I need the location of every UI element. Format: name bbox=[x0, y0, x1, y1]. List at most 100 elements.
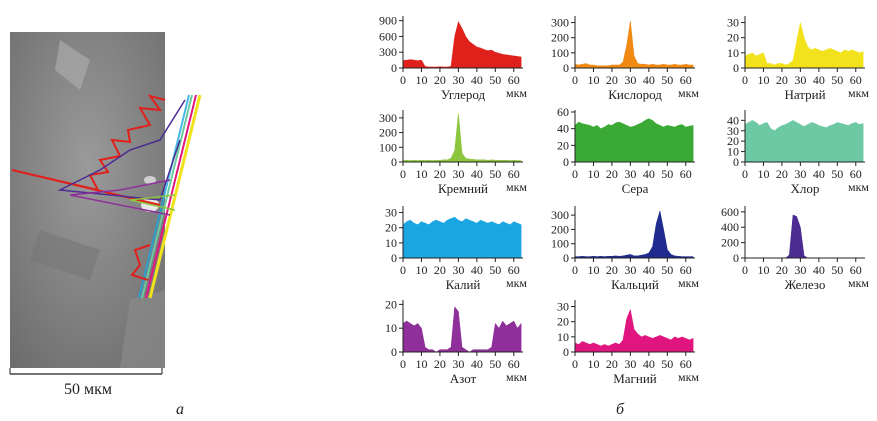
area bbox=[402, 113, 522, 163]
x-tick-label: 50 bbox=[489, 357, 501, 371]
y-tick-label: 0 bbox=[563, 345, 569, 359]
area bbox=[744, 120, 864, 163]
chart-title: Натрий bbox=[784, 87, 825, 102]
x-tick-label: 50 bbox=[489, 167, 501, 181]
x-tick-label: 30 bbox=[452, 263, 464, 277]
x-tick-label: 20 bbox=[434, 357, 446, 371]
y-tick-label: 200 bbox=[379, 126, 397, 140]
x-tick-label: 50 bbox=[489, 263, 501, 277]
x-axis-label: мкм bbox=[678, 370, 699, 384]
scale-label: 50 мкм bbox=[64, 381, 112, 398]
x-tick-label: 30 bbox=[624, 73, 636, 87]
y-tick-label: 10 bbox=[727, 145, 739, 159]
x-tick-label: 40 bbox=[471, 73, 483, 87]
chart-title: Хлор bbox=[791, 181, 820, 196]
y-tick-label: 40 bbox=[727, 113, 739, 127]
x-tick-label: 20 bbox=[776, 167, 788, 181]
x-tick-label: 40 bbox=[471, 263, 483, 277]
area bbox=[574, 20, 694, 69]
x-tick-label: 40 bbox=[813, 167, 825, 181]
y-tick-label: 0 bbox=[391, 251, 397, 265]
y-tick-label: 600 bbox=[721, 205, 739, 219]
y-tick-label: 0 bbox=[391, 345, 397, 359]
area bbox=[744, 22, 864, 69]
y-tick-label: 60 bbox=[557, 105, 569, 119]
y-tick-label: 0 bbox=[733, 155, 739, 169]
x-tick-label: 50 bbox=[661, 167, 673, 181]
x-tick-label: 50 bbox=[661, 73, 673, 87]
chart-title: Кислород bbox=[608, 87, 662, 102]
chart-title: Магний bbox=[613, 371, 657, 386]
x-tick-label: 10 bbox=[587, 263, 599, 277]
x-tick-label: 0 bbox=[572, 167, 578, 181]
x-axis-label: мкм bbox=[506, 276, 527, 290]
x-tick-label: 50 bbox=[831, 73, 843, 87]
y-tick-label: 100 bbox=[379, 140, 397, 154]
x-tick-label: 60 bbox=[850, 167, 862, 181]
y-tick-label: 40 bbox=[557, 122, 569, 136]
x-tick-label: 20 bbox=[606, 73, 618, 87]
x-axis-label: мкм bbox=[506, 86, 527, 100]
x-tick-label: 0 bbox=[572, 357, 578, 371]
x-tick-label: 10 bbox=[757, 263, 769, 277]
y-tick-label: 20 bbox=[557, 138, 569, 152]
y-tick-label: 30 bbox=[727, 124, 739, 138]
y-tick-label: 0 bbox=[563, 61, 569, 75]
y-tick-label: 0 bbox=[391, 155, 397, 169]
y-tick-label: 100 bbox=[551, 46, 569, 60]
x-tick-label: 30 bbox=[794, 73, 806, 87]
x-axis-label: мкм bbox=[678, 276, 699, 290]
y-tick-label: 0 bbox=[733, 251, 739, 265]
y-tick-label: 0 bbox=[563, 251, 569, 265]
x-tick-label: 10 bbox=[587, 73, 599, 87]
x-tick-label: 50 bbox=[831, 263, 843, 277]
x-tick-label: 40 bbox=[643, 167, 655, 181]
x-tick-label: 60 bbox=[508, 357, 520, 371]
y-tick-label: 200 bbox=[721, 236, 739, 250]
y-tick-label: 10 bbox=[385, 321, 397, 335]
x-tick-label: 0 bbox=[400, 167, 406, 181]
x-tick-label: 60 bbox=[680, 357, 692, 371]
x-tick-label: 10 bbox=[415, 167, 427, 181]
y-tick-label: 200 bbox=[551, 31, 569, 45]
x-tick-label: 50 bbox=[831, 167, 843, 181]
x-axis-label: мкм bbox=[506, 370, 527, 384]
x-axis-label: мкм bbox=[678, 86, 699, 100]
x-tick-label: 40 bbox=[813, 73, 825, 87]
x-tick-label: 60 bbox=[850, 263, 862, 277]
y-tick-label: 30 bbox=[727, 16, 739, 30]
x-tick-label: 60 bbox=[680, 263, 692, 277]
x-tick-label: 10 bbox=[415, 73, 427, 87]
x-tick-label: 40 bbox=[643, 263, 655, 277]
x-tick-label: 10 bbox=[587, 357, 599, 371]
y-tick-label: 10 bbox=[557, 330, 569, 344]
chart-title: Кальций bbox=[611, 277, 659, 292]
y-tick-label: 300 bbox=[551, 16, 569, 30]
x-tick-label: 40 bbox=[813, 263, 825, 277]
chart-title: Калий bbox=[446, 277, 481, 292]
chart-title: Кремний bbox=[438, 181, 488, 196]
x-tick-label: 40 bbox=[471, 357, 483, 371]
x-axis-label: мкм bbox=[506, 180, 527, 194]
x-tick-label: 0 bbox=[400, 357, 406, 371]
x-tick-label: 20 bbox=[776, 73, 788, 87]
x-tick-label: 30 bbox=[624, 357, 636, 371]
x-tick-label: 10 bbox=[757, 73, 769, 87]
x-tick-label: 10 bbox=[415, 357, 427, 371]
x-tick-label: 20 bbox=[606, 357, 618, 371]
x-tick-label: 30 bbox=[794, 167, 806, 181]
y-tick-label: 0 bbox=[563, 155, 569, 169]
y-tick-label: 600 bbox=[379, 29, 397, 43]
x-tick-label: 60 bbox=[508, 263, 520, 277]
x-tick-label: 60 bbox=[508, 167, 520, 181]
y-tick-label: 20 bbox=[385, 221, 397, 235]
y-tick-label: 30 bbox=[385, 206, 397, 220]
panel-label: а bbox=[176, 401, 184, 418]
x-tick-label: 20 bbox=[606, 167, 618, 181]
area bbox=[574, 308, 694, 353]
x-tick-label: 0 bbox=[400, 263, 406, 277]
x-tick-label: 50 bbox=[661, 263, 673, 277]
y-tick-label: 900 bbox=[379, 14, 397, 28]
x-tick-label: 30 bbox=[452, 167, 464, 181]
